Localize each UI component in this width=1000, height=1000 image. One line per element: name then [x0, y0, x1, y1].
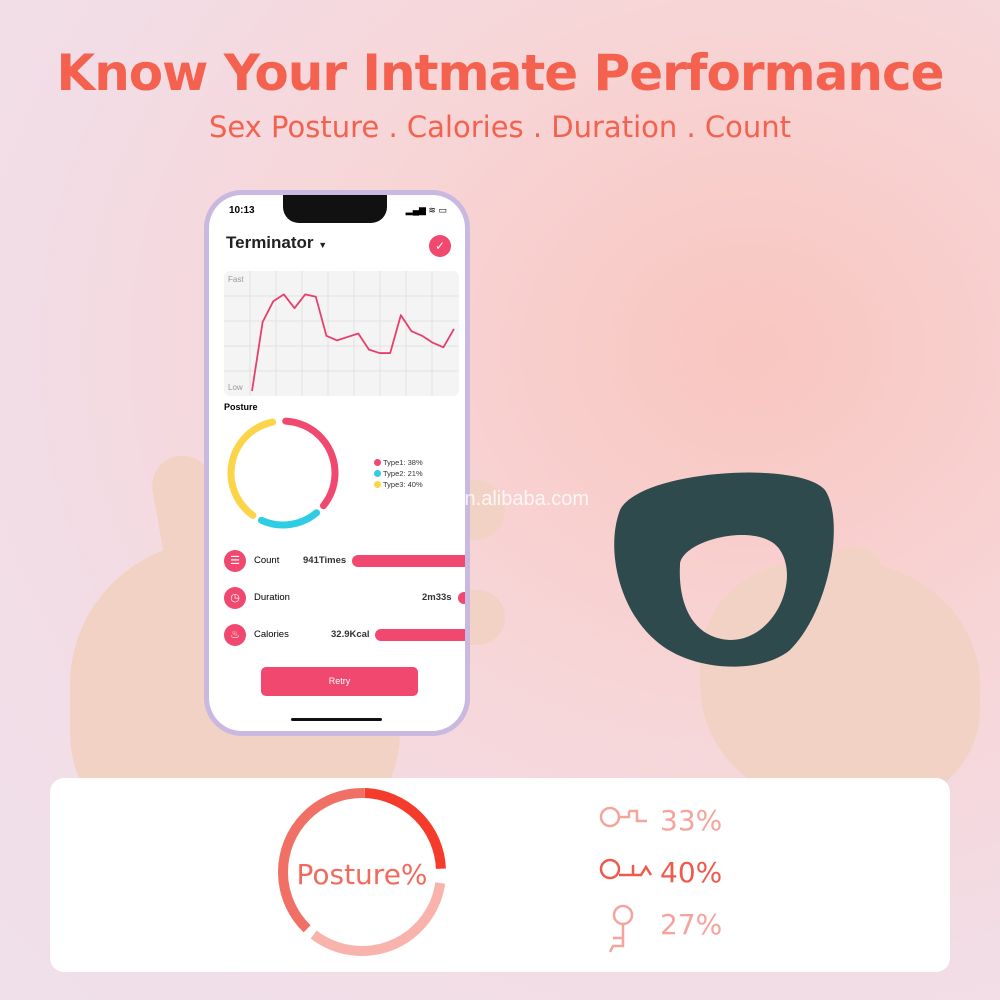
retry-button[interactable]: Retry — [261, 667, 418, 696]
stat-name: Duration — [254, 592, 290, 603]
clock-icon: ◷ — [224, 587, 246, 609]
posture-segment — [227, 417, 339, 529]
ring-segment — [278, 788, 446, 956]
stat-duration: ◷ Duration 2m33s — [224, 587, 465, 611]
stat-value: 941Times — [303, 555, 347, 566]
posture-label: Posture — [224, 402, 258, 412]
posture-donut — [227, 417, 339, 529]
caret-down-icon: ▼ — [318, 240, 328, 250]
wifi-icon: ≋ — [428, 205, 436, 215]
home-indicator[interactable] — [291, 718, 382, 721]
y-label-bottom: Low — [228, 383, 243, 392]
flame-icon: ♨ — [224, 624, 246, 646]
stat-calories: ♨ Calories 32.9Kcal — [224, 624, 465, 648]
posture-value: 27% — [660, 908, 723, 941]
legend-text: Type1: 38% — [383, 458, 423, 467]
stat-value: 32.9Kcal — [331, 629, 370, 640]
posture-legend: Type1: 38% Type2: 21% Type3: 40% — [374, 457, 423, 490]
stat-bar — [458, 592, 465, 604]
ring-product — [614, 472, 834, 667]
headline-title: Know Your Intmate Performance — [56, 44, 944, 102]
posture-summary-card: Posture% 33% 40% 27% — [50, 778, 950, 972]
app-title-dropdown[interactable]: Terminator ▼ — [226, 233, 327, 253]
stat-bar — [352, 555, 465, 567]
posture-ring — [278, 788, 446, 957]
check-icon[interactable]: ✓ — [429, 235, 451, 257]
stat-name: Count — [254, 555, 280, 566]
status-time: 10:13 — [229, 205, 255, 216]
legend-item: Type1: 38% — [374, 457, 423, 468]
posture-segment — [227, 417, 339, 529]
stat-name: Calories — [254, 629, 289, 640]
ring-segment — [278, 788, 446, 956]
stat-value: 2m33s — [422, 592, 452, 603]
notch — [283, 195, 387, 223]
stat-bar — [375, 629, 465, 641]
signal-icon: ▂▄▆ — [405, 205, 426, 215]
legend-item: Type3: 40% — [374, 479, 423, 490]
app-title: Terminator — [226, 233, 314, 252]
stat-count: ☰ Count 941Times — [224, 550, 465, 574]
legend-item: Type2: 21% — [374, 468, 423, 479]
posture-value: 40% — [660, 856, 723, 889]
headline-subtitle: Sex Posture . Calories . Duration . Coun… — [208, 110, 792, 144]
watermark: shmeidong.en.alibaba.com — [350, 488, 590, 510]
legend-dot — [374, 481, 381, 488]
legend-text: Type3: 40% — [383, 480, 423, 489]
speed-chart: Fast Low — [224, 271, 459, 396]
legend-text: Type2: 21% — [383, 469, 423, 478]
status-icons: ▂▄▆ ≋ ▭ — [406, 205, 447, 216]
posture-sitting-icon — [608, 904, 634, 953]
legend-dot — [374, 459, 381, 466]
posture-lying-knee-icon — [599, 858, 653, 880]
legend-dot — [374, 470, 381, 477]
phone: 10:13 ▂▄▆ ≋ ▭ Terminator ▼ ✓ Fast Low Po… — [204, 190, 470, 736]
y-label-top: Fast — [228, 275, 244, 284]
posture-segment — [227, 417, 339, 529]
battery-icon: ▭ — [438, 205, 447, 215]
posture-lying-icon — [599, 806, 647, 828]
posture-value: 33% — [660, 804, 723, 837]
posture-ring-label: Posture% — [296, 858, 428, 891]
speed-chart-svg — [224, 271, 459, 396]
phone-screen: 10:13 ▂▄▆ ≋ ▭ Terminator ▼ ✓ Fast Low Po… — [209, 195, 465, 731]
speed-line — [251, 293, 455, 392]
list-icon: ☰ — [224, 550, 246, 572]
